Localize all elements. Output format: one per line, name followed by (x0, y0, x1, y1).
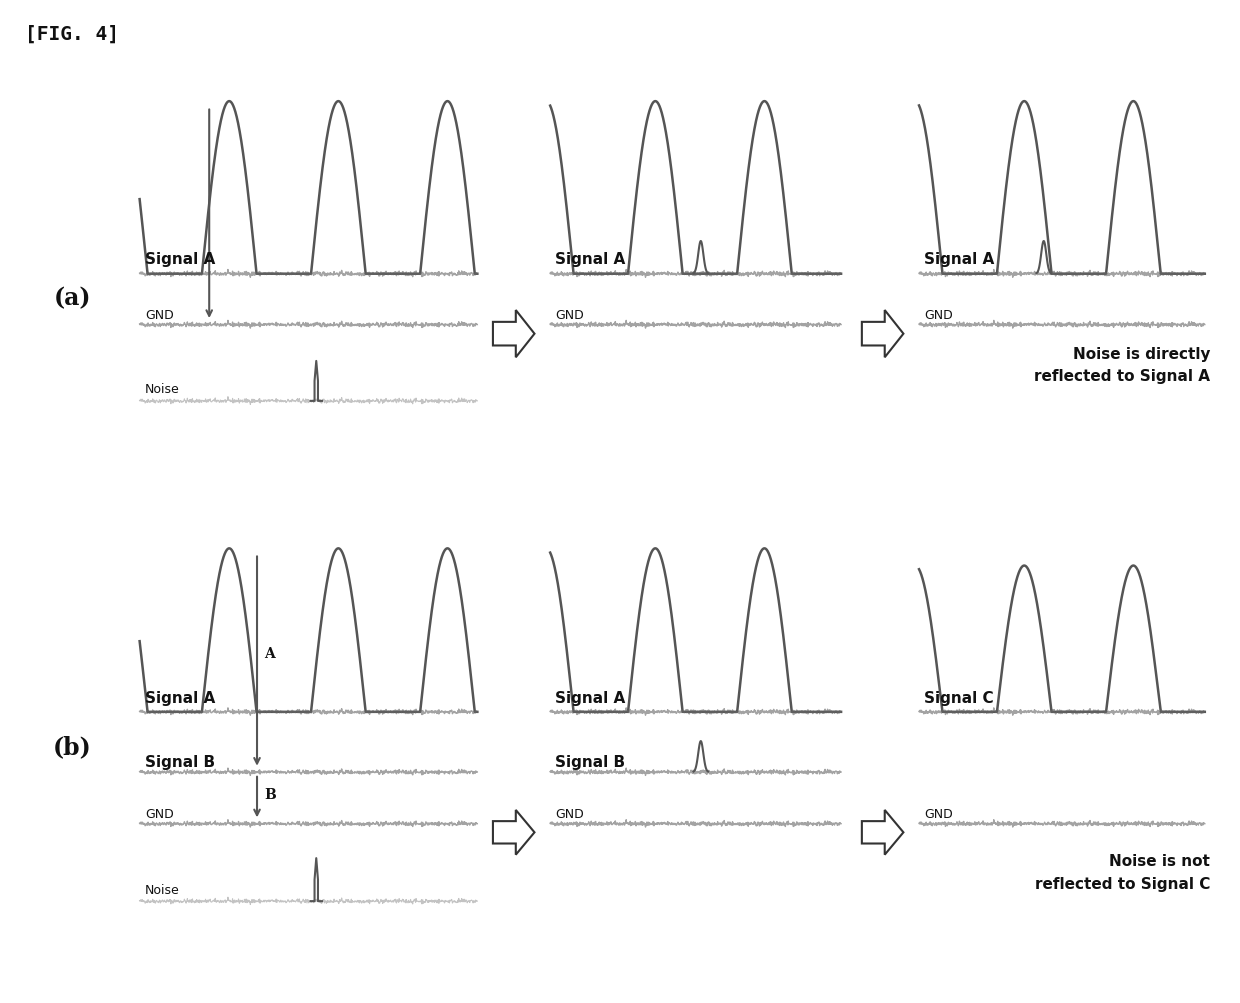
Text: Noise is not
reflected to Signal C: Noise is not reflected to Signal C (1034, 854, 1210, 891)
Text: GND: GND (145, 309, 174, 322)
Text: B: B (264, 787, 277, 801)
Text: GND: GND (556, 309, 584, 322)
Text: Signal C: Signal C (924, 690, 993, 705)
Text: Signal A: Signal A (924, 252, 994, 267)
Text: GND: GND (556, 807, 584, 820)
Text: Signal A: Signal A (556, 252, 625, 267)
Text: Signal B: Signal B (145, 754, 215, 769)
Text: (a): (a) (53, 286, 91, 310)
Text: [FIG. 4]: [FIG. 4] (25, 25, 119, 44)
Text: Noise: Noise (145, 383, 180, 396)
Text: GND: GND (145, 807, 174, 820)
Text: GND: GND (924, 309, 954, 322)
Text: A: A (264, 646, 275, 660)
FancyArrow shape (862, 311, 904, 358)
Text: Noise is directly
reflected to Signal A: Noise is directly reflected to Signal A (1034, 347, 1210, 384)
FancyArrow shape (494, 810, 534, 855)
FancyArrow shape (494, 311, 534, 358)
Text: GND: GND (924, 807, 954, 820)
Text: Signal A: Signal A (556, 690, 625, 705)
Text: Signal A: Signal A (145, 252, 215, 267)
Text: (b): (b) (52, 734, 92, 758)
Text: Noise: Noise (145, 883, 180, 896)
Text: Signal B: Signal B (556, 754, 625, 769)
Text: Signal A: Signal A (145, 690, 215, 705)
FancyArrow shape (862, 810, 904, 855)
